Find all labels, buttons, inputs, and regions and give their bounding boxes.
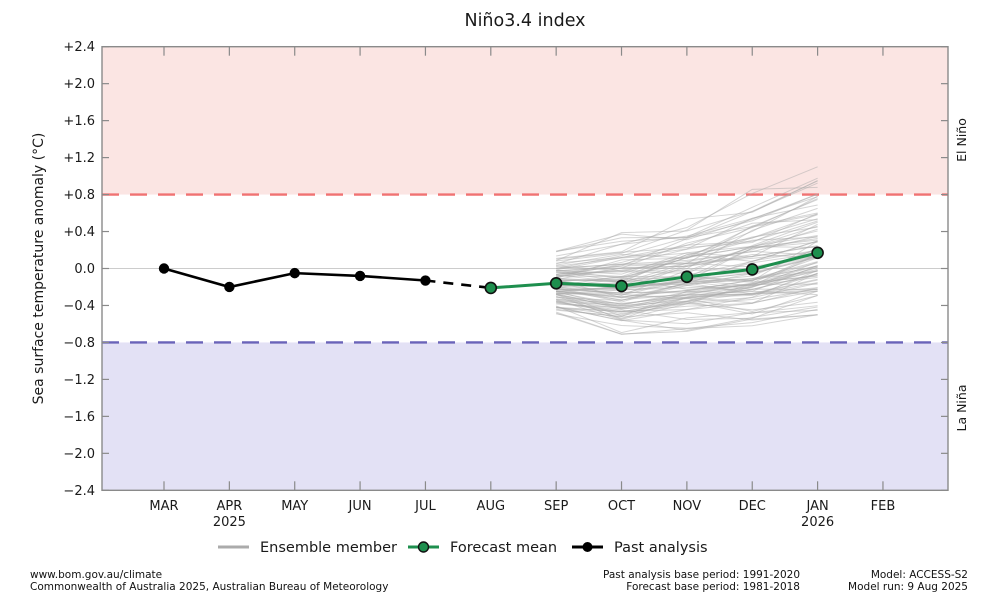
forecast-mean-marker [745,263,759,276]
ensemble-member-line [556,276,818,290]
ensemble-member-line [556,240,818,283]
y-tick-label: +2.0 [63,77,95,92]
data-series-lines [158,246,824,295]
legend-forecast-label: Forecast mean [450,540,557,556]
ensemble-member-line [556,212,818,260]
legend-forecast-marker [417,541,430,553]
la-nina-band [102,342,948,491]
chart-title: Niño3.4 index [464,11,585,31]
forecast-mean-marker [615,279,628,293]
ensemble-member-line [556,220,818,264]
footer-copyright: Commonwealth of Australia 2025, Australi… [30,581,388,593]
ensemble-member-line [556,198,818,278]
past-to-forecast-bridge-line [425,279,491,290]
x-tick-label: NOV [673,499,702,514]
ensemble-member-line [555,290,818,320]
x-tick-label: OCT [608,499,635,514]
ensemble-member-line [556,311,818,335]
forecast-mean-line [490,251,818,290]
forecast-mean-marker [680,270,694,284]
ensemble-member-line [556,272,818,313]
ensemble-member-line [556,193,818,252]
y-tick-label: −1.2 [63,373,95,388]
y-tick-label: −0.4 [63,299,95,314]
past-analysis-marker [354,270,366,282]
ensemble-member-line [556,213,818,266]
x-tick-label: JUN [348,499,372,514]
y-tick-label: −1.6 [63,410,95,425]
forecast-mean-marker [484,281,498,295]
past-analysis-marker [420,275,431,286]
ensemble-member-line [556,274,818,305]
el-nino-band [102,46,948,195]
x-tick-label: JAN [805,499,828,514]
footer-past-base-period: Past analysis base period: 1991-2020 [603,569,800,581]
x-tick-label: APR [216,499,242,514]
ensemble-member-line [556,287,818,322]
ensemble-member-line [556,230,818,282]
ensemble-member-line [556,273,818,300]
x-tick-label: MAR [149,499,178,514]
axis-tick-labels: +2.4 +2.0 +1.6 +1.2 +0.8 +0.4 0.0 −0.4 −0.8 −1.2 −… [63,40,895,530]
x-tick-label: SEP [544,499,568,514]
x-tick-label: DEC [739,499,766,514]
y-tick-label: −0.8 [63,336,95,351]
ensemble-member-line [556,312,818,335]
legend-ensemble-label: Ensemble member [260,540,397,556]
ensemble-member-line [556,177,818,252]
y-tick-label: 0.0 [74,262,95,277]
x-year-label: 2025 [213,515,246,530]
la-nina-side-label: La Niña [954,384,969,431]
legend-past-label: Past analysis [614,540,708,556]
ensemble-member-line [556,223,818,267]
ensemble-member-line [556,299,818,325]
y-tick-label: +1.2 [63,151,95,166]
x-tick-label: MAY [281,499,308,514]
x-year-label: 2026 [801,515,834,530]
y-tick-label: +1.6 [63,114,95,129]
y-tick-label: −2.4 [63,484,95,499]
ensemble-member-line [556,186,818,262]
footer-url: www.bom.gov.au/climate [30,569,162,581]
footer-model: Model: ACCESS-S2 [871,569,968,581]
x-tick-label: AUG [477,499,505,514]
past-analysis-marker [224,281,235,293]
ensemble-member-line [556,204,818,271]
forecast-mean-marker [549,276,563,290]
footer-forecast-base-period: Forecast base period: 1981-2018 [626,581,800,593]
x-tick-label: FEB [871,499,896,514]
footer: www.bom.gov.au/climate Commonwealth of A… [30,569,968,593]
past-analysis-marker [158,263,170,274]
legend: Ensemble member Forecast mean Past analy… [218,540,708,556]
footer-model-run: Model run: 9 Aug 2025 [848,581,968,593]
y-axis-label: Sea surface temperature anomaly (°C) [31,133,47,405]
y-tick-label: −2.0 [63,447,95,462]
x-tick-label: JUL [414,499,436,514]
forecast-mean-marker [811,246,824,260]
ensemble-member-line [556,166,818,265]
legend-past-marker [582,542,593,552]
el-nino-side-label: El Niño [954,118,969,162]
ensemble-member-line [556,245,818,272]
y-tick-label: +0.8 [63,188,95,203]
ensemble-member-line [556,253,818,301]
y-tick-label: +2.4 [63,40,95,55]
ensemble-member-line [556,267,818,298]
y-tick-label: +0.4 [63,225,95,240]
past-analysis-marker [289,267,300,279]
ensemble-member-line [555,305,818,334]
axes-frame-and-ticks [101,45,949,492]
